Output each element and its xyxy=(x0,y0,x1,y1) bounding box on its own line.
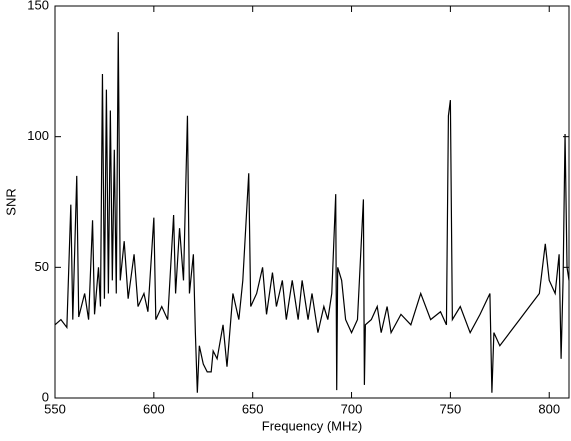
x-tick-label: 750 xyxy=(440,401,462,416)
x-tick-label: 600 xyxy=(143,401,165,416)
x-axis-label: Frequency (MHz) xyxy=(262,418,362,433)
data-line xyxy=(54,32,570,393)
y-tick-label: 100 xyxy=(27,128,49,143)
y-tick-label: 50 xyxy=(35,259,49,274)
plot-frame xyxy=(54,5,570,399)
x-tick-label: 800 xyxy=(538,401,560,416)
y-axis-label: SNR xyxy=(3,188,18,215)
x-tick-label: 550 xyxy=(44,401,66,416)
x-tick-label: 650 xyxy=(242,401,264,416)
x-tick-label: 700 xyxy=(341,401,363,416)
y-tick-label: 0 xyxy=(42,389,49,404)
y-tick-label: 150 xyxy=(27,0,49,12)
